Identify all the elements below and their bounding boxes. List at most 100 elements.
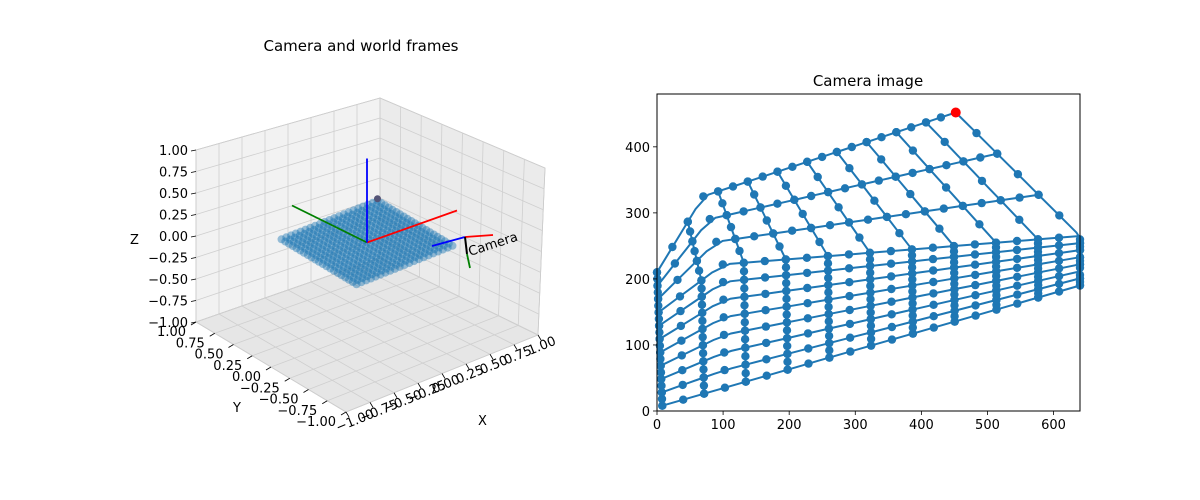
world-point [342,216,351,225]
world-point [376,251,385,260]
world-point [388,239,397,248]
image-point [720,348,729,357]
world-point [403,214,412,223]
world-point [362,257,371,266]
world-point [349,240,358,249]
y-tick-label: 0.50 [195,348,224,363]
world-point [422,226,431,234]
world-point [352,280,361,289]
image-point [877,155,886,164]
world-point [383,226,392,235]
world-point [425,247,434,256]
image-point [906,189,915,199]
image-point [845,333,855,342]
image-point [743,177,752,186]
image-point [857,180,867,189]
world-point [309,244,318,253]
world-point [400,242,409,251]
image-point [699,381,709,390]
world-point [368,251,377,260]
x-tick-label-2d: 500 [975,418,1000,433]
camera-x-axis [464,234,494,238]
y-tick-label-2d: 400 [625,141,650,156]
image-point [929,289,938,298]
world-point [350,269,359,278]
world-point [341,220,350,229]
world-point [309,230,317,239]
image-point [782,318,792,327]
image-point [877,133,886,142]
world-point [404,244,413,253]
image-point [806,223,816,233]
world-point [407,217,416,225]
image-point [834,203,843,212]
world-point [360,246,369,255]
world-point [393,218,402,227]
world-point [285,239,293,248]
world-point [374,226,383,235]
world-point [314,243,323,251]
world-point [335,260,344,269]
world-point [345,237,354,246]
world-point [351,217,360,225]
world-point [351,265,360,274]
world-point [414,255,423,264]
y-tick-label-2d: 300 [625,207,650,222]
world-point [397,254,406,263]
world-point [374,245,383,254]
image-point [907,263,917,272]
image-point [698,332,707,342]
world-point [281,237,290,246]
right-pane-grid-line [379,97,546,169]
world-point [321,232,330,241]
image-point [798,209,807,219]
world-point [430,245,439,254]
world-point [314,224,323,232]
image-point [825,221,835,230]
image-point [740,326,750,335]
image-point [1015,215,1024,224]
image-point [895,229,904,238]
image-point [855,233,864,242]
world-point [410,257,419,266]
image-point [977,198,986,208]
world-point [438,245,447,254]
image-point [940,137,949,147]
world-point [358,221,367,230]
image-point [907,251,917,260]
world-point [374,260,383,268]
world-point [344,208,353,217]
y-tick-mark [303,389,309,393]
x-tick-label-2d: 400 [909,418,934,433]
world-point [340,258,349,267]
image-point [670,259,680,268]
image-point [654,308,663,317]
world-point [357,278,366,287]
image-point [1054,279,1064,288]
world-point [413,225,422,234]
world-point [387,209,396,218]
y-tick-mark [340,411,347,416]
image-point [936,113,946,122]
world-point [342,235,351,244]
world-point [371,272,380,281]
image-point [929,277,938,287]
world-point [401,256,410,265]
world-point [318,226,327,235]
z-tick-mark [190,300,197,302]
world-point [406,235,415,244]
x-axis-label-3d: X [478,414,487,429]
image-point [887,335,897,344]
left-pane-grid-line [195,117,381,172]
image-point [802,253,812,262]
image-point [1012,254,1022,264]
world-point [368,232,377,241]
world-point [429,249,438,258]
world-point [378,262,387,271]
world-point [296,227,305,236]
image-point [739,267,749,276]
world-point [382,211,391,220]
right-pane-grid-line [498,150,505,316]
world-point [376,217,385,226]
image-point [908,168,917,178]
